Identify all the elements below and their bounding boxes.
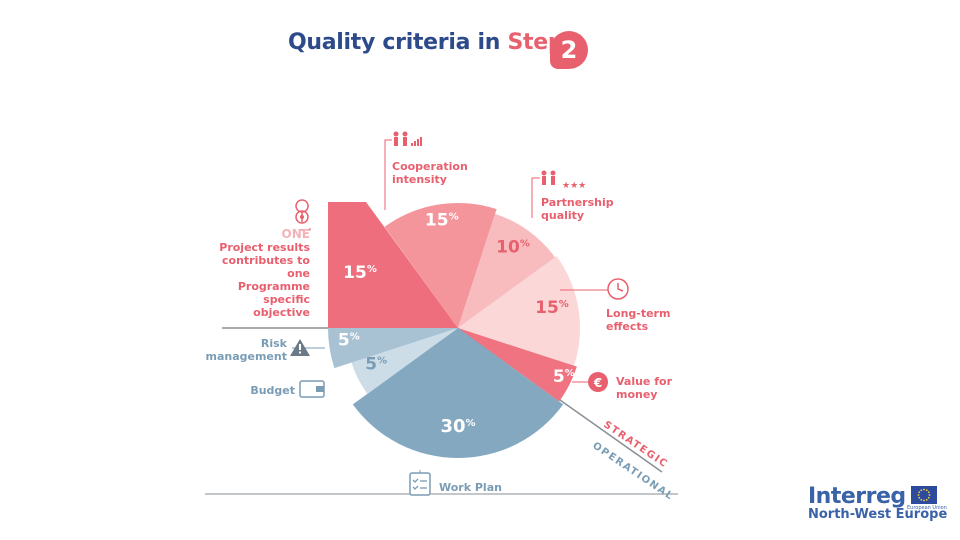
pie-pct-label-6: 30% xyxy=(440,416,475,437)
label-risk: Risk management xyxy=(205,337,288,363)
eu-star xyxy=(928,494,931,496)
label-partnership-line1: Partnership xyxy=(541,196,614,209)
leader-partnership xyxy=(531,177,540,218)
wallet-icon xyxy=(299,380,325,398)
pie-slice-2 xyxy=(384,203,497,328)
label-value-line2: money xyxy=(616,388,658,401)
eu-star xyxy=(918,496,921,499)
label-project-line5: objective xyxy=(253,306,310,319)
label-longterm-line1: Long-term xyxy=(606,307,671,320)
euro-icon: € xyxy=(588,372,608,392)
pie-pct-label-3: 10% xyxy=(496,237,530,257)
pie-pct-label-4: 15% xyxy=(535,298,569,318)
label-value: Value for money xyxy=(616,375,672,401)
pie-slice-5 xyxy=(458,328,577,402)
label-project-line2: contributes to one xyxy=(222,254,310,280)
leader-cooperation xyxy=(384,139,392,210)
interreg-logo: Interreg North-West Europe xyxy=(808,484,947,522)
eu-flag-icon xyxy=(911,486,937,504)
label-project-line4: specific xyxy=(263,293,310,306)
label-project: ONE Project results contributes to one P… xyxy=(210,227,310,320)
label-budget: Budget xyxy=(250,384,295,397)
location-pin-icon xyxy=(295,199,309,224)
eu-star xyxy=(920,489,923,492)
pie-slice-6 xyxy=(352,328,564,458)
label-cooperation-line1: Cooperation xyxy=(392,160,468,173)
title-part1: Quality criteria in xyxy=(288,30,501,55)
pie-slice-1 xyxy=(328,202,458,328)
label-longterm-line2: effects xyxy=(606,320,649,333)
pie-pct-label-5: 5% xyxy=(553,367,575,387)
eu-star xyxy=(927,496,930,499)
eu-star xyxy=(925,489,928,492)
pie-slice-7 xyxy=(351,328,458,394)
leader-project xyxy=(300,228,311,231)
checklist-icon xyxy=(409,472,431,496)
label-partnership: Partnership quality xyxy=(541,196,614,222)
warning-icon xyxy=(290,339,310,356)
label-cooperation: Cooperation intensity xyxy=(392,160,468,186)
pie-pct-label-2: 15% xyxy=(425,211,459,231)
logo-brand: Interreg xyxy=(808,484,906,509)
label-cooperation-line2: intensity xyxy=(392,173,447,186)
handshake-stars-icon: ★★★ xyxy=(541,170,586,191)
pie-slice-3 xyxy=(458,213,556,328)
label-longterm: Long-term effects xyxy=(606,307,670,333)
pie-slice-4 xyxy=(458,256,580,366)
handshake-signal-icon xyxy=(393,131,422,146)
step-badge: 2 xyxy=(550,31,588,69)
pie-pct-label-1: 15% xyxy=(343,263,377,283)
label-partnership-line2: quality xyxy=(541,209,585,222)
eu-star xyxy=(923,488,925,491)
pie-pct-label-7: 5% xyxy=(365,355,387,375)
label-one: ONE xyxy=(281,227,310,241)
label-project-line3: Programme xyxy=(237,280,310,293)
pie-pct-label-8: 5% xyxy=(338,330,360,350)
eu-star xyxy=(925,498,928,501)
logo-region: North-West Europe xyxy=(808,507,948,522)
eu-star xyxy=(917,494,920,496)
label-risk-line2: management xyxy=(205,350,288,363)
label-project-line1: Project results xyxy=(219,241,310,254)
label-workplan: Work Plan xyxy=(439,481,502,494)
eu-star xyxy=(918,491,921,494)
svg-text:★★★: ★★★ xyxy=(562,181,586,191)
eu-star xyxy=(920,498,923,501)
clock-icon xyxy=(607,278,629,300)
eu-star xyxy=(927,491,930,494)
label-value-line1: Value for xyxy=(616,375,672,388)
label-risk-line1: Risk xyxy=(260,337,287,350)
pie-slice-8 xyxy=(328,328,458,369)
eu-caption: European Union xyxy=(907,505,947,511)
svg-text:€: € xyxy=(593,376,602,390)
eu-star xyxy=(923,499,925,502)
